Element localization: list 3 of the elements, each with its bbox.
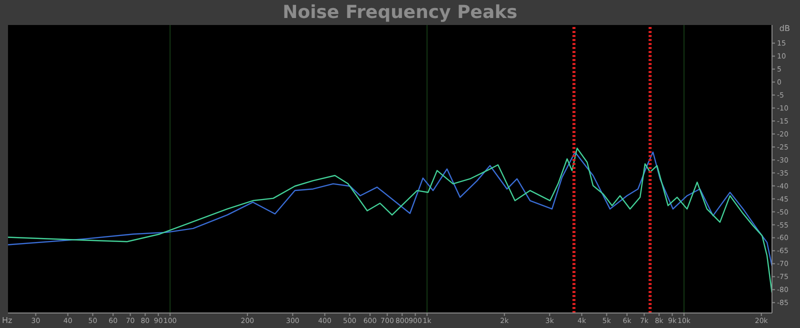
chart-title: Noise Frequency Peaks <box>282 2 518 23</box>
y-axis-title: dB <box>779 24 790 33</box>
x-axis-title: Hz <box>2 316 12 325</box>
